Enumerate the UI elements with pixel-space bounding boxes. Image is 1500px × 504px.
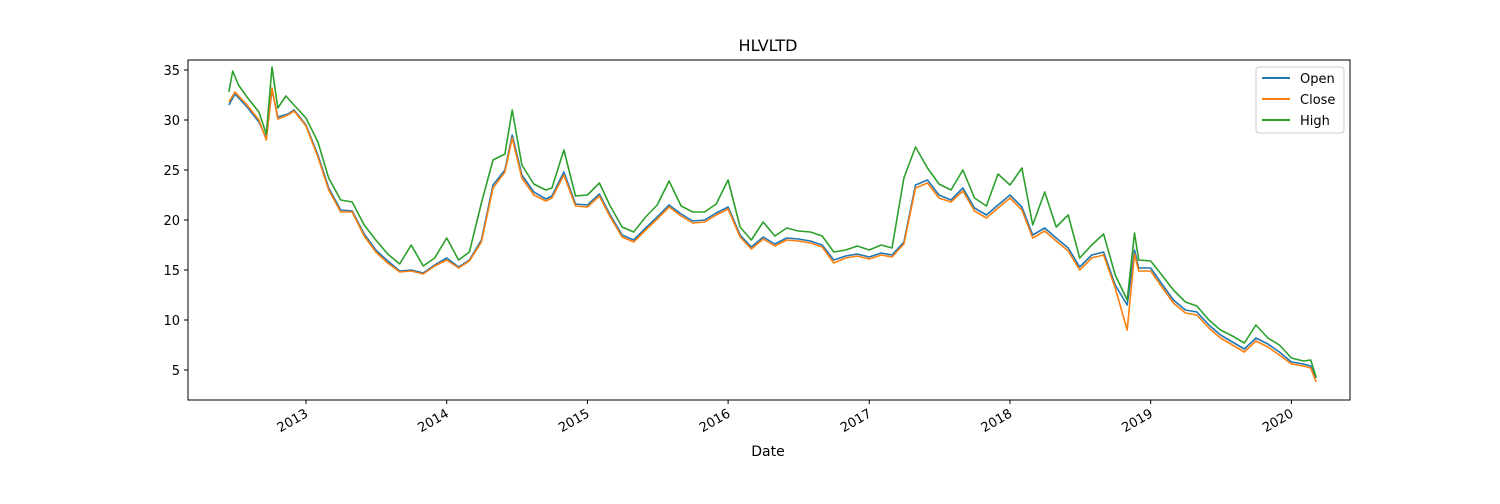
- plot-frame: [187, 59, 1351, 401]
- y-tick-label: 10: [163, 314, 180, 329]
- y-tick-label: 30: [163, 114, 180, 129]
- legend-label-close: Close: [1300, 93, 1335, 108]
- y-tick-label: 35: [163, 64, 180, 79]
- legend: Open Close High: [1255, 66, 1345, 134]
- legend-box: [1255, 66, 1345, 134]
- y-tick-label: 15: [163, 264, 180, 279]
- legend-label-open: Open: [1300, 72, 1335, 87]
- y-tick-label: 25: [163, 164, 180, 179]
- y-axis: 5 10 15 20 25 30 35: [163, 64, 188, 379]
- y-tick-label: 20: [163, 214, 180, 229]
- series-layer: [228, 66, 1317, 383]
- chart-title: HLVLTD: [739, 36, 798, 55]
- x-axis-label: Date: [751, 444, 784, 460]
- series-line-close: [228, 87, 1317, 383]
- y-tick-label: 5: [172, 364, 180, 379]
- legend-label-high: High: [1300, 114, 1330, 129]
- series-line-high: [228, 66, 1317, 378]
